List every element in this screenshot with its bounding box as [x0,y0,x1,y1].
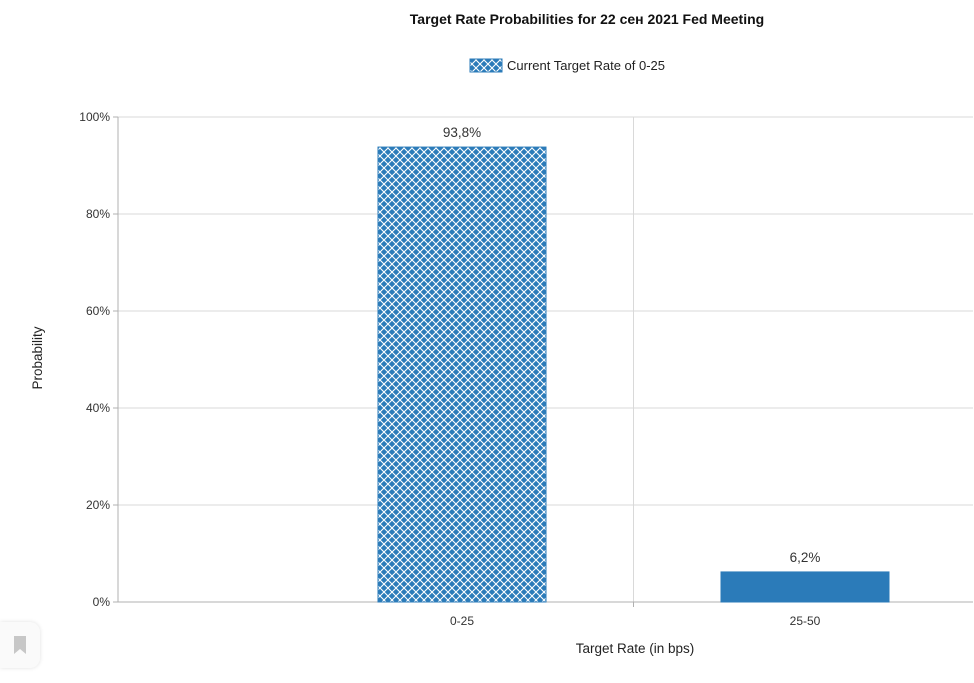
y-tick-label: 100% [79,110,110,124]
y-tick-label: 40% [86,401,110,415]
y-axis-title: Probability [30,326,45,389]
y-tick-label: 60% [86,304,110,318]
y-tick-label: 20% [86,498,110,512]
legend-label: Current Target Rate of 0-25 [507,58,665,73]
axes: 0% 20% 40% 60% 80% 100% [79,110,973,609]
bar-25-50 [720,571,890,603]
bookmark-button[interactable] [0,622,40,668]
y-tick-label: 80% [86,207,110,221]
y-tick-label: 0% [93,595,111,609]
x-tick-label: 25-50 [790,614,821,628]
chart-title: Target Rate Probabilities for 22 сен 202… [410,11,764,27]
bookmark-icon [14,636,26,654]
x-axis-title: Target Rate (in bps) [576,641,695,656]
legend-swatch [469,58,503,73]
labels: 93,8% 0-25 6,2% 25-50 [443,125,821,628]
data-label: 6,2% [790,550,821,565]
legend: Current Target Rate of 0-25 [469,58,665,73]
bar-0-25 [377,146,547,603]
x-tick-label: 0-25 [450,614,474,628]
bars [377,146,890,603]
data-label: 93,8% [443,125,481,140]
